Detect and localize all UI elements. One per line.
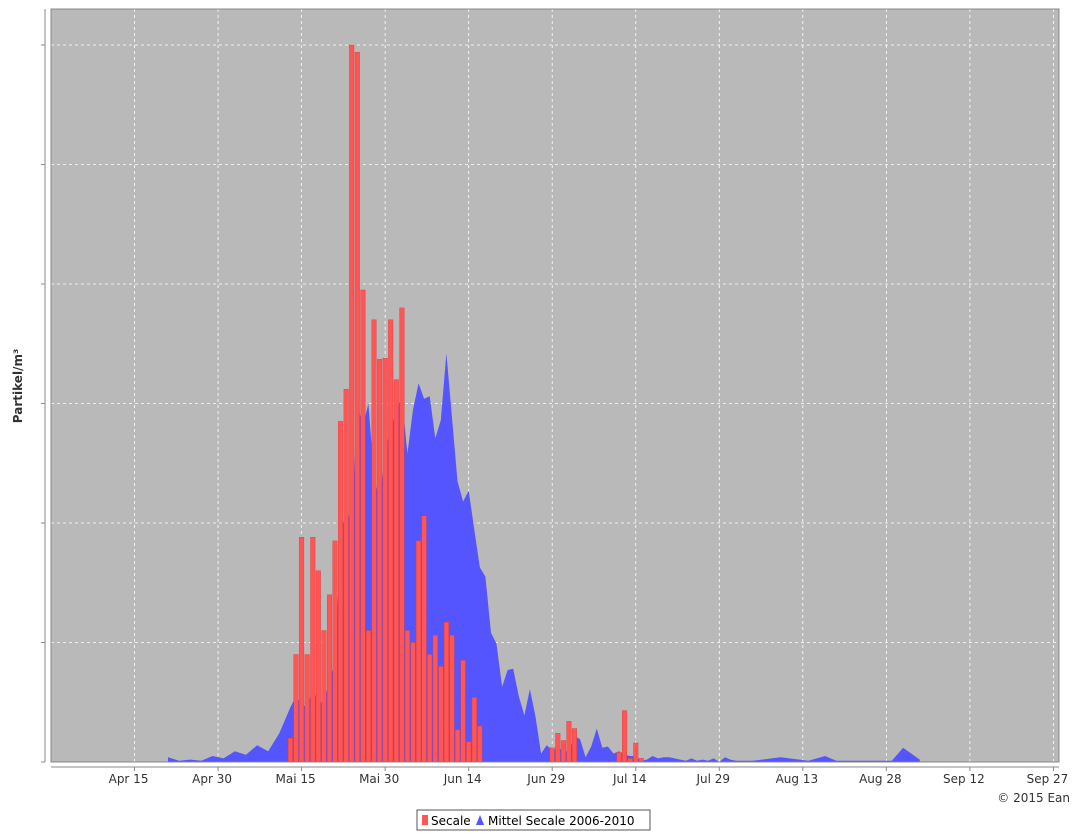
bar-secale [549, 747, 555, 763]
bar-secale [288, 737, 294, 763]
x-tick-label: Jul 14 [612, 772, 647, 786]
bar-secale [633, 742, 639, 763]
x-tick-label: Mai 30 [359, 772, 399, 786]
plot-border [50, 8, 1060, 763]
bar-secale [572, 728, 578, 763]
bar-secale [332, 540, 338, 763]
bar-secale [432, 635, 438, 763]
bar-secale [616, 752, 622, 763]
bar-secale [622, 710, 628, 763]
legend-label-secale: Secale [431, 814, 471, 828]
bar-secale [410, 642, 416, 763]
x-tick-label: Jul 29 [696, 772, 731, 786]
bar-secale [416, 540, 422, 763]
x-tick-label: Aug 13 [776, 772, 819, 786]
x-tick-label: Aug 28 [859, 772, 902, 786]
x-tick-label: Sep 27 [1027, 772, 1069, 786]
x-tick-label: Jun 29 [526, 772, 565, 786]
bar-secale [566, 721, 572, 763]
bar-secale [399, 307, 405, 763]
bar-secale [349, 44, 355, 763]
legend-swatch-mittel [476, 815, 484, 825]
bar-secale [560, 740, 566, 763]
bar-secale [404, 630, 410, 763]
bar-secale [449, 635, 455, 763]
bar-secale [366, 630, 372, 763]
grid [51, 9, 1059, 762]
bar-secale [627, 758, 633, 763]
bar-secale [327, 594, 333, 763]
x-tick-label: Mai 15 [276, 772, 316, 786]
bar-secale [338, 421, 344, 763]
credit-text: © 2015 Ean [997, 791, 1070, 805]
bar-secale [466, 741, 472, 763]
bar-secale [293, 654, 299, 763]
legend: Secale Mittel Secale 2006-2010 [416, 809, 651, 831]
bar-secale [393, 379, 399, 763]
bar-secale [471, 697, 477, 763]
bar-secale [343, 389, 349, 763]
bar-secale [443, 622, 449, 763]
bar-secale [477, 725, 483, 763]
bar-secale [427, 654, 433, 763]
bar-secale [310, 537, 316, 763]
series-bar-layer [288, 44, 644, 763]
bar-secale [421, 515, 427, 763]
bar-secale [304, 654, 310, 763]
plot-background [51, 9, 1059, 762]
bar-secale [371, 319, 377, 763]
bar-secale [377, 359, 383, 763]
bar-secale [315, 570, 321, 763]
bar-secale [438, 666, 444, 763]
bar-secale [360, 289, 366, 763]
bar-secale [382, 357, 388, 763]
bar-secale [638, 758, 644, 763]
bar-secale [321, 630, 327, 763]
bar-secale [299, 537, 305, 763]
bar-secale [555, 733, 561, 763]
legend-label-mittel: Mittel Secale 2006-2010 [488, 814, 635, 828]
x-tick-label: Sep 12 [943, 772, 985, 786]
legend-swatch-secale [422, 815, 428, 825]
bar-secale [455, 729, 461, 763]
x-tick-label: Apr 30 [192, 772, 232, 786]
x-tick-label: Jun 14 [443, 772, 482, 786]
bar-secale [460, 660, 466, 763]
bar-secale [354, 52, 360, 763]
legend-box [416, 809, 651, 831]
bar-secale [388, 319, 394, 763]
axis-ticks: Apr 15 Apr 30 Mai 15 Mai 30 Jun 14 Jun 29 Jul … [41, 44, 1069, 786]
y-axis-title: Partikel/m³ [11, 349, 25, 423]
x-tick-label: Apr 15 [109, 772, 149, 786]
